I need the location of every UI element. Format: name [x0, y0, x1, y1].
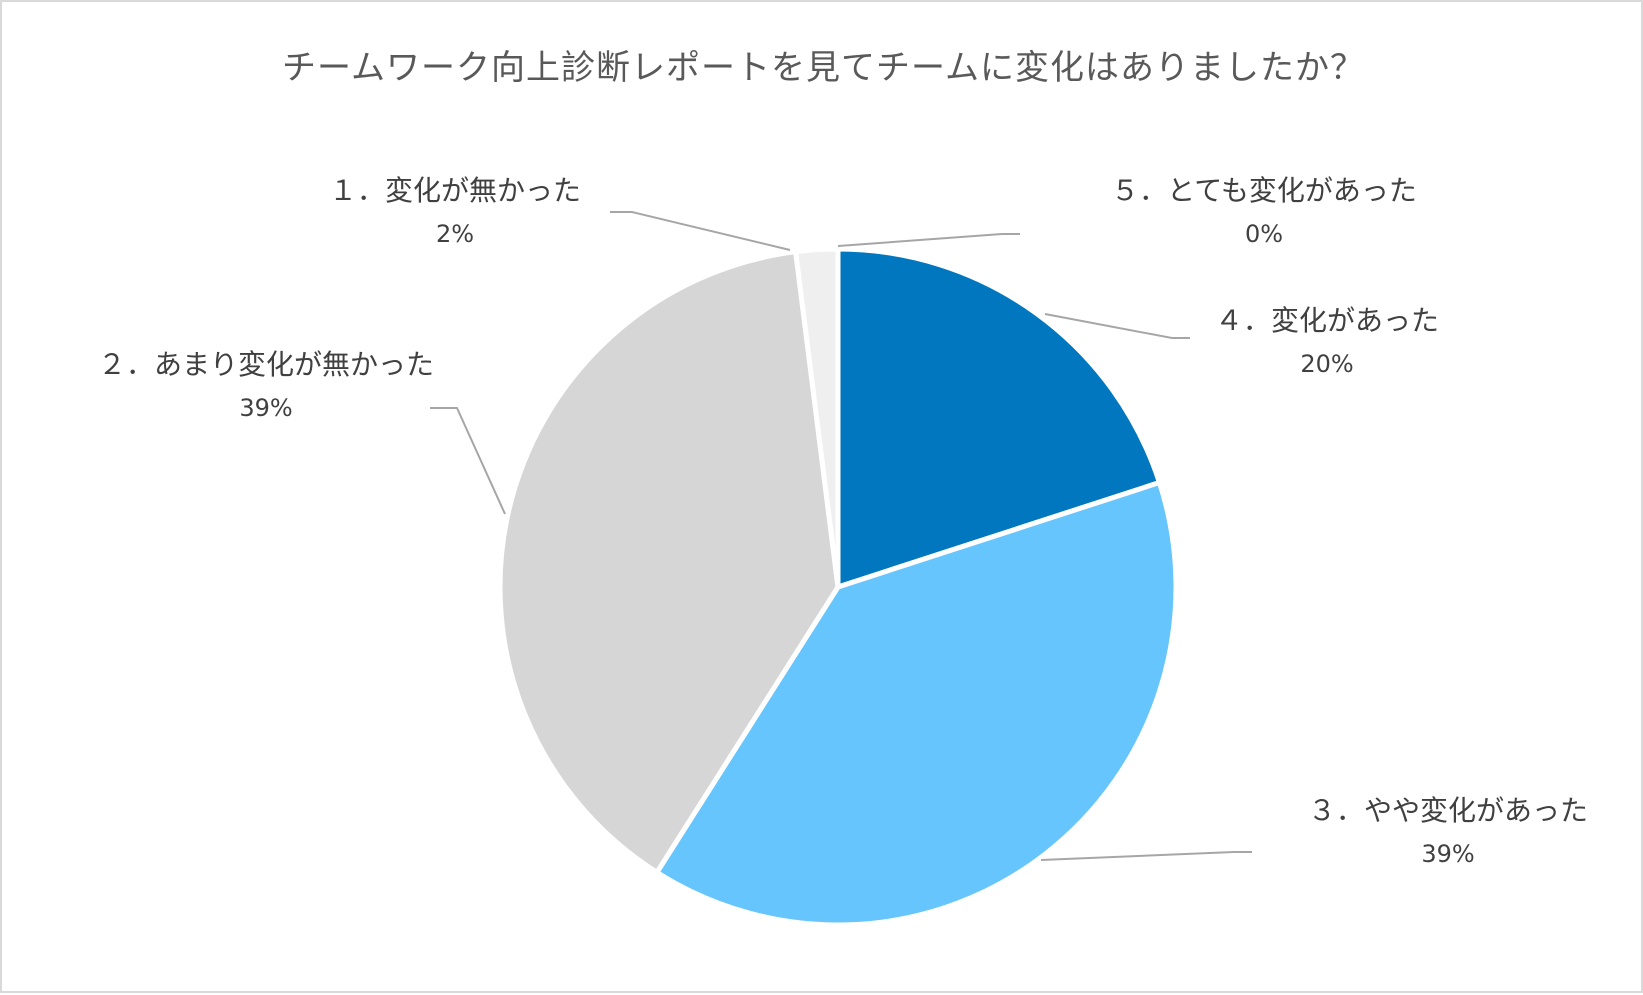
pie-slice	[793, 246, 841, 590]
slice-label: ３．やや変化があった	[1308, 794, 1588, 827]
slice-label: ４．変化があった	[1215, 304, 1439, 337]
slice-value-label: 0%	[1245, 220, 1283, 248]
pie-slice	[835, 246, 1162, 590]
chart-title: チームワーク向上診断レポートを見てチームに変化はありましたか？	[282, 48, 1365, 88]
leader-line	[430, 407, 506, 515]
pie-slice	[654, 480, 1179, 928]
slice-value-label: 39%	[239, 394, 292, 422]
slice-value-label: 39%	[1421, 840, 1474, 868]
slice-label: ２．あまり変化が無かった	[98, 348, 434, 381]
leader-line	[610, 211, 791, 251]
slice-value-label: 20%	[1300, 350, 1353, 378]
leader-line	[1044, 313, 1190, 339]
slice-label: １．変化が無かった	[329, 174, 581, 207]
leader-line	[1040, 851, 1252, 861]
slice-label: ５．とても変化があった	[1111, 174, 1417, 207]
leader-line	[837, 233, 1020, 247]
slice-value-label: 2%	[436, 220, 474, 248]
pie-slice	[497, 249, 841, 875]
